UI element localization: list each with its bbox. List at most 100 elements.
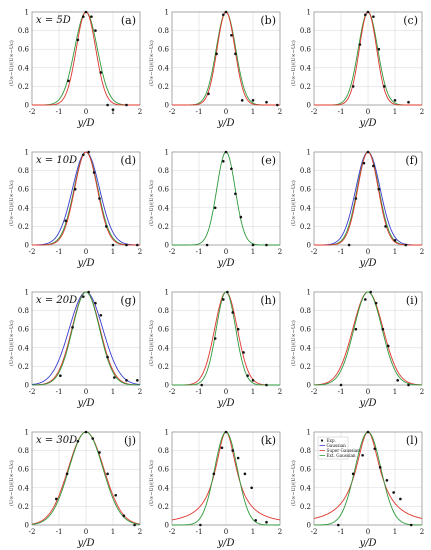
- y-axis-label: (U∞−U)/(U∞−Uc): [148, 180, 155, 226]
- exp-data-point: [125, 103, 128, 107]
- exp-data-point: [364, 298, 367, 301]
- y-tick-label: 0.8: [18, 447, 29, 455]
- panel-label: (d): [120, 154, 136, 167]
- x-tick-label: 2: [138, 528, 142, 536]
- exp-data-point: [230, 33, 233, 37]
- panel-b: -2 -1 0 1 2 0 0.2 0.4 0.6 0.8 1 y/D (U∞−U)/(U∞−Uc) (b…: [148, 9, 282, 130]
- exp-data-point: [98, 451, 101, 454]
- x-tick-label: 2: [420, 388, 424, 396]
- exp-data-point: [106, 355, 109, 359]
- x-tick-label: -1: [196, 388, 203, 396]
- exp-data-point: [82, 153, 85, 157]
- x-tick-label: 0: [366, 388, 370, 396]
- exp-data-point: [246, 374, 249, 378]
- y-tick-label: 0.2: [158, 223, 169, 231]
- y-tick-label: 0.6: [158, 186, 170, 194]
- exp-data-point: [374, 301, 378, 305]
- x-tick-label: -2: [29, 388, 36, 396]
- exp-data-point: [87, 150, 90, 154]
- exp-data-point: [82, 15, 85, 18]
- y-tick-label: 0.8: [300, 167, 311, 175]
- exp-data-point: [234, 52, 237, 56]
- exp-data-point: [55, 497, 58, 501]
- exp-data-point: [373, 447, 377, 451]
- y-tick-label: 0.8: [158, 27, 169, 35]
- x-tick-label: -1: [56, 388, 63, 396]
- exp-data-point: [122, 514, 126, 517]
- y-tick-label: 0: [25, 242, 29, 250]
- x-axis-label: y/D: [76, 538, 94, 549]
- exp-data-point: [106, 103, 109, 107]
- exp-data-point: [392, 491, 395, 494]
- exp-data-point: [234, 192, 237, 196]
- y-tick-label: 0: [165, 522, 169, 530]
- y-tick-label: 1: [25, 149, 29, 157]
- x-tick-label: 0: [84, 108, 88, 116]
- y-tick-label: 0.6: [158, 466, 170, 474]
- panel-label: (i): [406, 294, 418, 307]
- y-tick-label: 0.8: [18, 167, 29, 175]
- exp-data-point: [125, 243, 128, 247]
- x-axis-label: y/D: [216, 538, 234, 549]
- exp-data-point: [76, 38, 80, 42]
- exp-data-point: [251, 243, 255, 247]
- x-tick-label: 0: [366, 248, 370, 256]
- x-axis-label: y/D: [358, 398, 376, 409]
- y-tick-label: 0.2: [300, 363, 311, 371]
- y-tick-label: 0.6: [300, 186, 312, 194]
- y-tick-label: 0.4: [158, 344, 170, 352]
- exp-data-point: [251, 379, 255, 382]
- exp-data-point: [361, 453, 364, 457]
- exp-data-point: [224, 430, 228, 434]
- exp-data-point: [65, 472, 69, 476]
- y-tick-label: 0.4: [300, 64, 312, 72]
- x-axis-label: y/D: [216, 398, 234, 409]
- exp-data-point: [222, 13, 225, 17]
- exp-data-point: [64, 219, 68, 223]
- x-axis-label: y/D: [76, 258, 94, 269]
- exp-data-point: [220, 446, 224, 450]
- exp-data-point: [84, 430, 88, 434]
- exp-data-point: [404, 243, 408, 247]
- exp-data-point: [372, 15, 375, 18]
- y-tick-label: 0.6: [18, 466, 30, 474]
- y-tick-label: 1: [165, 429, 169, 437]
- exp-data-point: [347, 243, 351, 247]
- row-label: x = 5D: [36, 15, 71, 26]
- y-axis-label: (U∞−U)/(U∞−Uc): [290, 460, 297, 506]
- y-tick-label: 1: [165, 9, 169, 17]
- x-tick-label: -2: [311, 388, 318, 396]
- exp-data-point: [385, 479, 389, 482]
- exp-data-point: [67, 79, 70, 83]
- exp-data-point: [111, 243, 115, 247]
- y-tick-label: 1: [25, 9, 29, 17]
- x-tick-label: -1: [338, 388, 345, 396]
- exp-data-point: [265, 100, 268, 104]
- panel-c: -2 -1 0 1 2 0 0.2 0.4 0.6 0.8 1 y/D (U∞−U)/(U∞−Uc) (c…: [290, 9, 424, 130]
- exp-data-point: [114, 493, 117, 497]
- legend-entry: Ext. Gaussian: [327, 453, 356, 458]
- y-tick-label: 0: [307, 102, 311, 110]
- exp-data-point: [250, 486, 253, 490]
- x-tick-label: 0: [84, 388, 88, 396]
- y-tick-label: 0.8: [300, 27, 311, 35]
- y-tick-label: 1: [25, 429, 29, 437]
- panel-label: (a): [121, 14, 136, 27]
- exp-data-point: [71, 326, 74, 329]
- panel-a: -2 -1 0 1 2 0 0.2 0.4 0.6 0.8 1 y/D (U∞−U)/(U∞−Uc) (a…: [8, 9, 142, 130]
- y-tick-label: 0.2: [18, 363, 29, 371]
- exp-data-point: [384, 225, 387, 228]
- y-tick-label: 0.8: [300, 447, 311, 455]
- exp-data-point: [396, 379, 400, 382]
- y-tick-label: 0.6: [158, 46, 170, 54]
- exp-data-point: [239, 215, 243, 219]
- x-tick-label: 0: [224, 528, 228, 536]
- exp-data-point: [242, 351, 245, 354]
- y-tick-label: 0.2: [18, 223, 29, 231]
- x-tick-label: -1: [56, 528, 63, 536]
- y-axis-label: (U∞−U)/(U∞−Uc): [148, 460, 155, 506]
- x-tick-label: 0: [366, 108, 370, 116]
- y-tick-label: 0.6: [18, 186, 30, 194]
- x-tick-label: -2: [29, 528, 36, 536]
- y-tick-label: 0: [307, 242, 311, 250]
